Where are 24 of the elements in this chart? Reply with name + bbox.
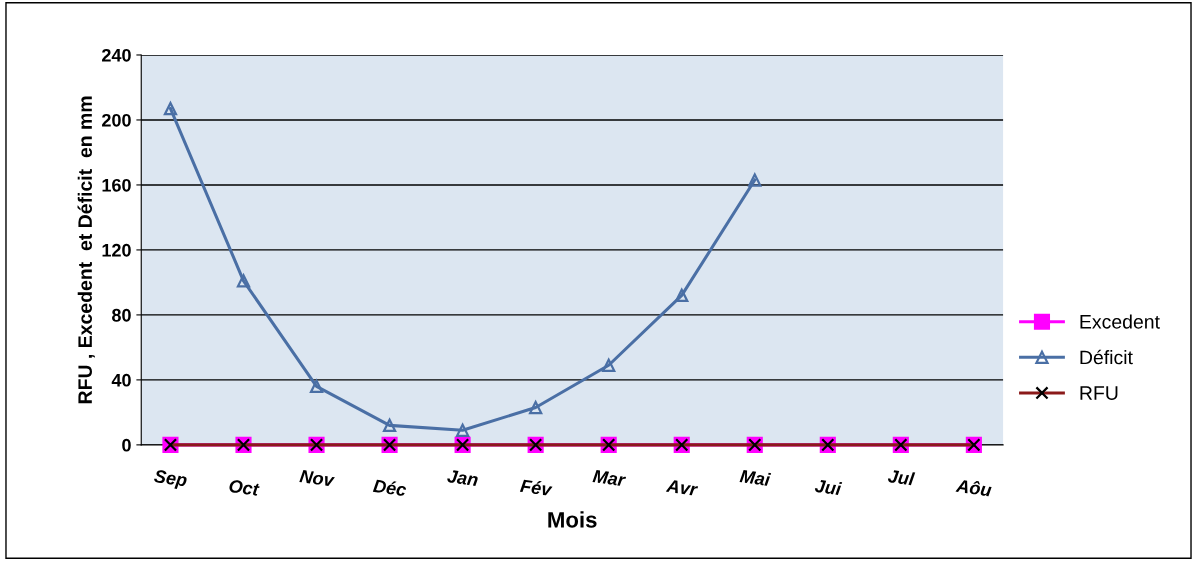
x-tick-label: Avr [665,479,699,496]
x-tick-label: Mai [739,468,772,487]
y-tick-label: 240 [102,48,131,62]
legend-label: RFU [1080,386,1118,400]
x-tick-label: Mar [592,469,627,487]
y-tick-label: 120 [102,243,131,257]
x-tick-label: Jul [887,468,916,486]
x-tick-label: Oct [228,479,261,497]
y-tick-label: 160 [102,178,131,192]
x-tick-label: Nov [299,469,336,487]
y-axis-title: RFU , Excedent et Déficit en mm [77,96,95,404]
x-tick-label: Déc [372,478,407,497]
y-tick-label: 40 [111,373,131,387]
x-tick-label: Jan [446,469,479,487]
legend-label: Déficit [1080,349,1133,365]
y-tick-label: 0 [122,438,131,452]
x-axis-title: Mois [548,511,597,528]
x-tick-label: Sep [153,469,188,491]
legend-label: Excedent [1080,314,1160,329]
y-tick-label: 200 [102,113,131,127]
x-tick-label: Aôu [955,478,993,497]
x-tick-label: Jui [814,478,843,496]
x-tick-label: Fév [519,478,554,497]
y-tick-label: 80 [112,308,131,322]
